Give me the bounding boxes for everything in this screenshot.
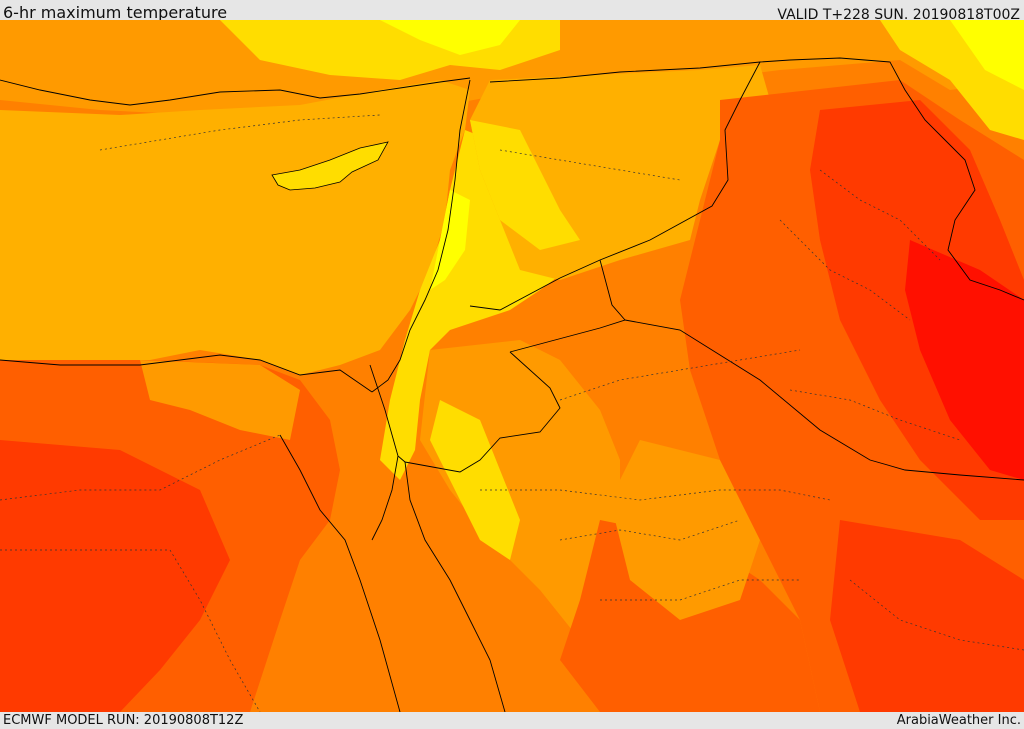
jordan-saudi-border — [404, 351, 561, 473]
valid-time: VALID T+228 SUN. 20190818T00Z — [777, 7, 1020, 23]
admin-line-9 — [789, 389, 961, 441]
egypt-dark-zone — [0, 440, 230, 712]
syria-iraq-border — [469, 61, 761, 311]
country-borders — [0, 57, 1024, 712]
east-red-zone — [830, 520, 1024, 712]
egypt-light-zone — [140, 360, 300, 440]
admin-boundaries — [0, 114, 1024, 712]
admin-line-5 — [559, 519, 741, 541]
iraq-iran-border — [789, 57, 1024, 301]
red-sea-coast-east — [404, 461, 506, 712]
turkey-coast — [0, 77, 471, 106]
coastline-egypt — [0, 354, 373, 393]
levant-coast-zone — [380, 130, 580, 480]
credit-label: ArabiaWeather Inc. — [896, 713, 1021, 728]
jordan-yellow-zone — [430, 400, 520, 560]
admin-line-1 — [0, 434, 281, 501]
coastline-levant — [371, 79, 471, 393]
admin-line-7 — [819, 169, 941, 261]
admin-line-6 — [600, 579, 800, 601]
saudi-light-zone — [610, 440, 760, 620]
syria-turkey-border — [489, 59, 791, 83]
iraq-deep-red-zone — [905, 240, 1024, 480]
temperature-map — [0, 20, 1024, 712]
model-run-label: ECMWF MODEL RUN: 20190808T12Z — [3, 713, 244, 728]
admin-line-12 — [849, 579, 1024, 651]
admin-line-2 — [0, 549, 261, 712]
admin-line-4 — [480, 489, 831, 501]
turkey-bright-zone — [380, 20, 520, 55]
cyprus-island — [271, 141, 389, 191]
map-title: 6-hr maximum temperature — [3, 3, 228, 22]
admin-line-10 — [99, 114, 381, 151]
admin-line-8 — [779, 219, 911, 321]
admin-line-11 — [499, 149, 681, 181]
israel-egypt-border — [369, 364, 406, 463]
red-sea-coast-west — [279, 434, 401, 712]
turkey-bright-zone-2 — [950, 20, 1024, 90]
syria-yellow-zone — [470, 120, 580, 250]
iraq-saudi-border — [624, 319, 1024, 481]
temperature-map-svg — [0, 20, 1024, 712]
gulf-of-aqaba — [371, 455, 399, 541]
levant-bright-zone — [430, 190, 470, 290]
admin-line-3 — [559, 349, 801, 401]
